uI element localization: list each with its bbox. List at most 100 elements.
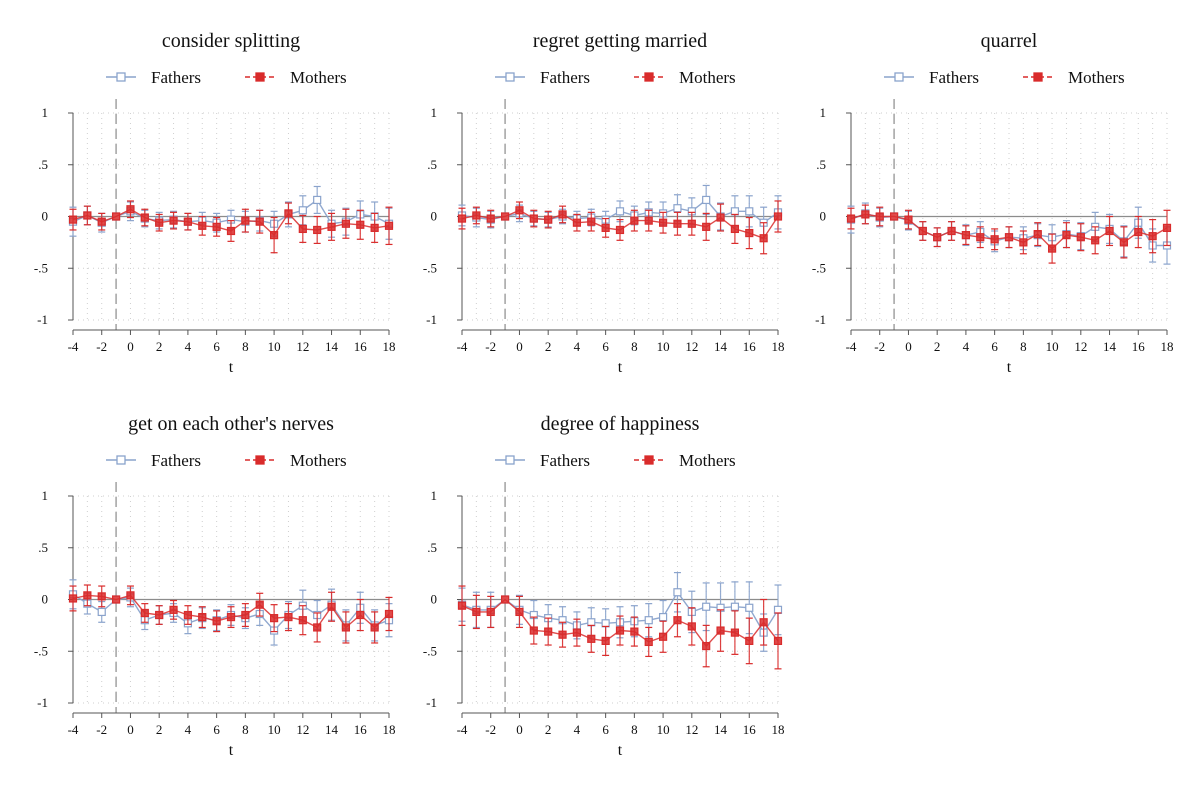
data-point-mothers [341, 219, 351, 228]
data-point-mothers [630, 627, 639, 636]
x-tick-label: 14 [714, 722, 728, 737]
legend-label-fathers: Fathers [540, 68, 590, 87]
data-point-fathers [97, 607, 106, 617]
legend-marker-mothers [644, 72, 654, 82]
data-point-fathers [730, 602, 740, 611]
x-tick-label: 2 [545, 339, 552, 354]
data-point-fathers [745, 603, 754, 612]
data-point-mothers [889, 212, 899, 221]
x-tick-label: 12 [296, 339, 309, 354]
data-point-mothers [846, 214, 856, 223]
x-tick-label: 8 [242, 339, 249, 354]
data-point-mothers [961, 231, 971, 240]
x-tick-label: 18 [1161, 339, 1174, 354]
x-axis-label: t [618, 359, 623, 376]
x-tick-label: 14 [325, 722, 339, 737]
x-tick-label: 16 [354, 339, 368, 354]
y-tick-label: 0 [42, 592, 49, 607]
data-point-mothers [198, 221, 207, 230]
data-point-mothers [111, 212, 121, 221]
data-point-mothers [1134, 227, 1143, 237]
data-point-mothers [356, 220, 365, 229]
data-point-mothers [111, 595, 121, 604]
data-point-mothers [486, 214, 495, 223]
series-mothers [846, 204, 1172, 264]
data-point-mothers [457, 214, 467, 223]
data-point-mothers [97, 592, 106, 601]
x-tick-label: 12 [685, 722, 698, 737]
data-point-fathers [313, 195, 322, 205]
panel-4: degree of happiness Fathers Mothers 1 .5 0 -.5… [423, 413, 785, 759]
x-tick-label: -4 [457, 339, 468, 354]
x-tick-label: 2 [156, 339, 163, 354]
data-point-fathers [601, 619, 610, 628]
x-axis-label: t [229, 359, 234, 376]
data-point-mothers [515, 206, 524, 215]
data-point-mothers [255, 217, 264, 226]
data-point-mothers [687, 622, 696, 631]
legend: Fathers Mothers [106, 68, 347, 87]
data-point-mothers [241, 216, 250, 225]
data-point-mothers [1033, 229, 1042, 239]
x-tick-label: 6 [213, 722, 220, 737]
panel-3: get on each other's nerves Fathers Mothers… [34, 413, 396, 759]
legend-label-fathers: Fathers [540, 451, 590, 470]
legend-label-fathers: Fathers [929, 68, 979, 87]
legend-label-mothers: Mothers [679, 68, 736, 87]
x-tick-label: 6 [602, 722, 609, 737]
x-tick-label: 2 [156, 722, 163, 737]
data-point-mothers [457, 601, 467, 610]
x-tick-label: -2 [874, 339, 885, 354]
data-point-fathers [644, 616, 653, 625]
data-point-mothers [370, 223, 379, 232]
data-point-mothers [269, 231, 279, 240]
x-tick-label: 16 [354, 722, 368, 737]
x-tick-label: 16 [743, 339, 757, 354]
data-point-mothers [730, 628, 740, 637]
data-point-mothers [370, 623, 379, 632]
y-tick-label: 0 [431, 592, 438, 607]
x-tick-label: 10 [268, 339, 281, 354]
data-point-mothers [759, 234, 768, 243]
data-point-mothers [933, 233, 942, 242]
legend: Fathers Mothers [884, 68, 1125, 87]
y-tick-label: -.5 [423, 260, 437, 275]
x-tick-label: -2 [96, 722, 107, 737]
x-tick-label: -4 [68, 722, 79, 737]
panel-title: regret getting married [533, 30, 707, 52]
legend-label-fathers: Fathers [151, 451, 201, 470]
data-point-mothers [716, 626, 725, 635]
y-tick-label: .5 [427, 540, 437, 555]
x-tick-label: 10 [657, 339, 670, 354]
data-point-mothers [226, 226, 236, 236]
series-mothers [68, 200, 394, 254]
data-point-mothers [861, 210, 870, 219]
data-point-mothers [615, 626, 625, 635]
data-point-mothers [284, 209, 293, 218]
y-tick-label: -1 [815, 312, 826, 327]
data-point-fathers [702, 195, 711, 205]
x-tick-label: 6 [602, 339, 609, 354]
data-point-mothers [500, 595, 510, 604]
data-point-mothers [140, 608, 149, 618]
data-point-mothers [1119, 238, 1129, 247]
x-tick-label: 0 [516, 339, 523, 354]
x-tick-label: 18 [383, 339, 396, 354]
data-point-mothers [384, 221, 394, 230]
data-point-fathers [773, 605, 783, 614]
data-point-fathers [587, 618, 596, 627]
x-tick-label: -2 [485, 339, 496, 354]
data-point-fathers [673, 588, 682, 597]
x-axis-label: t [618, 742, 623, 759]
data-point-mothers [673, 616, 682, 625]
legend-marker-mothers [255, 455, 265, 465]
data-point-fathers [615, 207, 625, 216]
data-point-mothers [472, 211, 481, 220]
data-point-mothers [313, 623, 322, 632]
panel-title: consider splitting [162, 30, 300, 52]
data-point-fathers [702, 602, 711, 611]
x-tick-label: -4 [846, 339, 857, 354]
data-point-mothers [918, 226, 927, 236]
legend: Fathers Mothers [495, 451, 736, 470]
